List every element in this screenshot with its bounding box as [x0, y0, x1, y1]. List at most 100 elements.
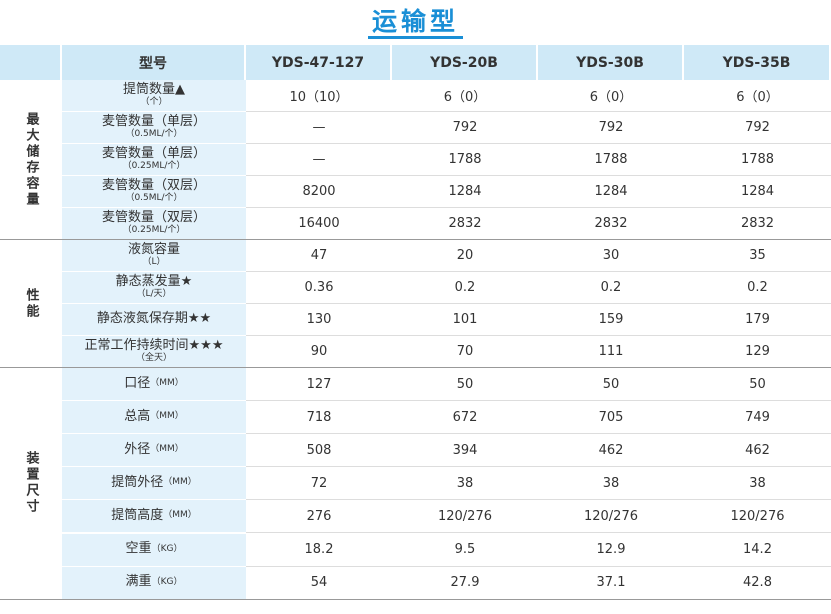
param-unit: （0.5ML/个）: [125, 128, 183, 139]
value-cell: 37.1: [538, 567, 684, 600]
value-cell: 120/276: [392, 500, 538, 534]
value-cell: 50: [538, 368, 684, 402]
value-cell: 50: [392, 368, 538, 402]
value-cell: 508: [246, 434, 392, 468]
param-unit: （L/天）: [136, 288, 172, 299]
header-blank: [0, 45, 62, 80]
param-cell: 液氮容量 （L）: [62, 240, 246, 272]
param-label: 正常工作持续时间★★★: [84, 338, 224, 354]
value-cell: 120/276: [684, 500, 831, 534]
value-cell: 2832: [684, 208, 831, 240]
value-cell: 18.2: [246, 534, 392, 567]
value-cell: 90: [246, 336, 392, 368]
param-cell: 空重 （KG）: [62, 533, 246, 567]
param-label: 麦管数量（双层）: [101, 178, 206, 194]
value-cell: 72: [246, 467, 392, 501]
value-cell: 1284: [538, 176, 684, 208]
param-label: 静态蒸发量★: [115, 274, 193, 290]
group-label: 性能: [0, 240, 62, 368]
value-cell: 16400: [246, 208, 392, 240]
param-unit: （KG）: [151, 576, 183, 587]
param-cell: 麦管数量（单层） （0.5ML/个）: [62, 112, 246, 144]
title-text: 运输型: [367, 7, 463, 39]
value-cell: 54: [246, 567, 392, 600]
value-cell: 12.9: [538, 534, 684, 567]
value-cell: 1284: [684, 176, 831, 208]
param-cell: 提筒数量▲ （个）: [62, 80, 246, 112]
param-cell: 麦管数量（单层） （0.25ML/个）: [62, 144, 246, 176]
value-cell: 462: [538, 434, 684, 468]
value-cell: 0.2: [538, 272, 684, 304]
title: 运输型: [0, 2, 831, 39]
param-label: 提筒外径: [111, 475, 164, 491]
header-cell: 型号: [62, 45, 246, 80]
param-cell: 正常工作持续时间★★★ （全天）: [62, 336, 246, 368]
value-cell: 6（0）: [538, 80, 684, 112]
value-cell: 0.36: [246, 272, 392, 304]
value-cell: 70: [392, 336, 538, 368]
value-cell: 1788: [392, 144, 538, 176]
value-cell: 42.8: [684, 567, 831, 600]
group-divider: [0, 367, 831, 368]
value-cell: 38: [684, 467, 831, 501]
value-cell: 792: [538, 112, 684, 144]
param-cell: 静态液氮保存期★★: [62, 304, 246, 336]
value-cell: 20: [392, 240, 538, 272]
value-cell: 705: [538, 401, 684, 435]
value-cell: 10（10）: [246, 80, 392, 112]
param-label: 麦管数量（单层）: [101, 114, 206, 130]
param-unit: （0.25ML/个）: [122, 160, 186, 171]
value-cell: 120/276: [538, 500, 684, 534]
value-cell: 749: [684, 401, 831, 435]
param-cell: 提筒外径 （MM）: [62, 467, 246, 501]
param-label: 满重: [125, 574, 152, 590]
value-cell: 2832: [392, 208, 538, 240]
value-cell: 672: [392, 401, 538, 435]
value-cell: 129: [684, 336, 831, 368]
param-unit: （MM）: [150, 444, 184, 455]
param-unit: （MM）: [150, 378, 184, 389]
group-label: 最大储存容量: [0, 80, 62, 240]
value-cell: 2832: [538, 208, 684, 240]
param-unit: （MM）: [163, 510, 197, 521]
param-unit: （全天）: [135, 352, 172, 363]
value-cell: 1788: [538, 144, 684, 176]
value-cell: 1788: [684, 144, 831, 176]
value-cell: 8200: [246, 176, 392, 208]
param-cell: 麦管数量（双层） （0.25ML/个）: [62, 208, 246, 240]
param-label: 外径: [124, 442, 151, 458]
param-cell: 麦管数量（双层） （0.5ML/个）: [62, 176, 246, 208]
value-cell: 127: [246, 368, 392, 402]
value-cell: 14.2: [684, 534, 831, 567]
param-unit: （0.25ML/个）: [122, 224, 186, 235]
value-cell: 462: [684, 434, 831, 468]
param-label: 口径: [124, 375, 151, 391]
header-cell: YDS-35B: [684, 45, 831, 80]
value-cell: 38: [538, 467, 684, 501]
param-label: 总高: [124, 408, 151, 424]
value-cell: 394: [392, 434, 538, 468]
value-cell: 792: [392, 112, 538, 144]
param-cell: 满重 （KG）: [62, 566, 246, 600]
param-unit: （0.5ML/个）: [125, 192, 183, 203]
param-cell: 提筒高度 （MM）: [62, 500, 246, 534]
param-cell: 口径 （MM）: [62, 368, 246, 402]
value-cell: 27.9: [392, 567, 538, 600]
value-cell: 101: [392, 304, 538, 336]
value-cell: 50: [684, 368, 831, 402]
value-cell: 179: [684, 304, 831, 336]
value-cell: 30: [538, 240, 684, 272]
value-cell: 276: [246, 500, 392, 534]
value-cell: 159: [538, 304, 684, 336]
value-cell: —: [246, 112, 392, 144]
value-cell: 1284: [392, 176, 538, 208]
param-unit: （KG）: [151, 543, 183, 554]
value-cell: 9.5: [392, 534, 538, 567]
param-unit: （个）: [140, 96, 168, 107]
value-cell: 111: [538, 336, 684, 368]
param-label: 空重: [125, 541, 152, 557]
header-cell: YDS-30B: [538, 45, 684, 80]
group-divider: [0, 239, 831, 240]
header-cell: YDS-47-127: [246, 45, 392, 80]
